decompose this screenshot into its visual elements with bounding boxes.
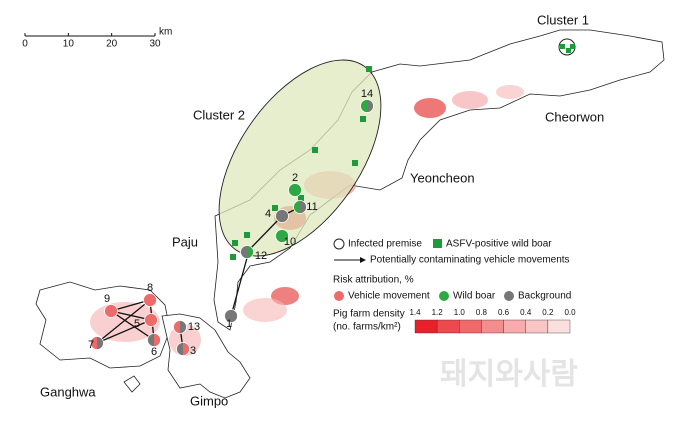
legend-text: (no. farms/km²) [333,322,401,333]
cluster-label: Cluster 1 [537,12,589,27]
legend-text: Infected premise [348,239,422,250]
wild-boar-points [230,44,575,260]
premise-label: 11 [306,201,317,213]
premise-label: 5 [134,318,140,330]
region-label: Cheorwon [545,109,604,124]
premise-label: 2 [292,172,298,184]
risk-share [111,305,117,317]
scale-label: 10 [63,39,75,50]
density-tick-label: 0.8 [476,308,488,317]
scale-label: 30 [149,39,161,50]
premise-label: 6 [151,346,157,358]
premise-label: 9 [104,293,110,305]
risk-share [247,246,253,258]
premise-label: 3 [190,345,196,357]
risk-share [183,343,189,355]
region-label: Ganghwa [40,384,96,399]
scale-label: 20 [106,39,118,50]
scale-unit: km [159,27,172,38]
risk-share [151,314,157,326]
risk-share [231,310,237,322]
region-label: Gimpo [190,393,228,408]
risk-share [282,210,288,222]
density-swatch [503,319,526,334]
density-tick-label: 1.4 [409,308,421,317]
legend-text: Potentially contaminating vehicle moveme… [370,255,570,266]
region-label: Paju [172,234,198,249]
legend-text: ASFV-positive wild boar [446,239,552,250]
risk-share [295,184,301,196]
legend-text: Wild boar [453,291,496,302]
density-swatch [547,319,571,334]
risk-share [367,100,373,112]
density-swatch [481,319,504,334]
density-swatch [436,319,460,334]
density-tick-label: 1.0 [454,308,466,317]
legend-text: Vehicle movement [348,291,430,302]
cluster-ellipse [218,59,382,257]
risk-share [300,201,306,213]
density-tick-label: 1.2 [432,308,444,317]
risk-share [154,334,160,346]
premise-label: 12 [255,250,267,262]
density-tick-label: 0.4 [520,308,532,317]
density-tick-label: 0.0 [564,308,576,317]
premise-label: 4 [265,208,271,220]
density-tick-label: 0.2 [542,308,554,317]
density-swatch [525,319,549,334]
cluster-label: Cluster 2 [193,107,245,122]
density-tick-label: 0.6 [498,308,510,317]
watermark: 돼지와사람 [440,358,578,391]
risk-share [180,321,186,333]
risk-share [150,294,156,306]
density-swatch [459,319,482,334]
legend: Infected premise ASFV-positive wild boar… [333,238,576,334]
legend-text: Pig farm density [333,309,405,320]
legend-text: Background [518,291,571,302]
premise-label: 1 [226,318,232,330]
premise-label: 14 [361,88,373,100]
legend-text: Risk attribution, % [333,275,414,286]
premise-label: 8 [147,282,153,294]
risk-share [97,337,103,349]
risk-share [282,230,288,242]
premise-label: 13 [188,321,200,333]
premise-label: 10 [284,236,296,248]
premise-label: 7 [88,339,94,351]
density-swatch [414,319,438,334]
scale-label: 0 [22,39,28,50]
region-label: Yeoncheon [410,170,475,185]
